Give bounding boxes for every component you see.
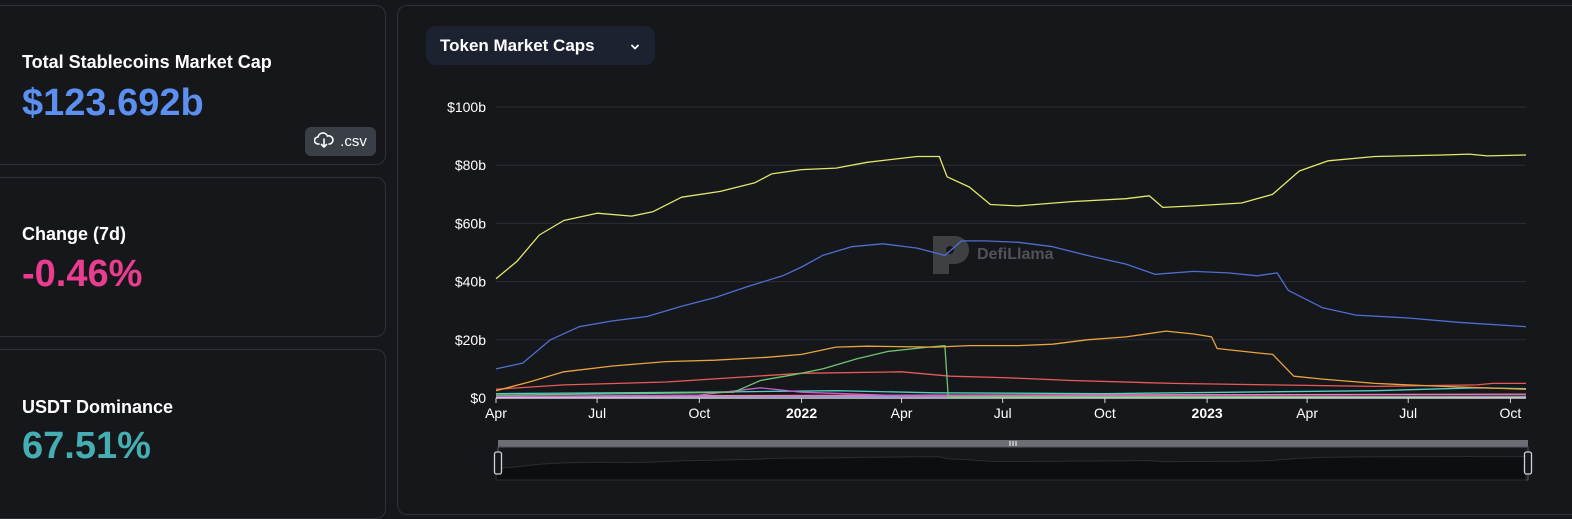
change-label: Change (7d)	[22, 224, 127, 244]
csv-download-button[interactable]: .csv	[305, 127, 376, 156]
dropdown-label: Token Market Caps	[440, 35, 595, 55]
chart-panel: Token Market Caps	[397, 5, 1572, 515]
token-market-caps-dropdown[interactable]: Token Market Caps	[426, 26, 655, 65]
dominance-value: 67.51%	[22, 425, 151, 467]
csv-button-label: .csv	[340, 133, 367, 150]
dominance-card	[0, 349, 386, 519]
dominance-label: USDT Dominance	[22, 397, 174, 417]
change-value: -0.46%	[22, 253, 143, 295]
market-cap-label: Total Stablecoins Market Cap	[22, 52, 272, 72]
market-cap-value: $123.692b	[22, 82, 204, 124]
cloud-download-icon	[313, 131, 334, 152]
chevron-down-icon	[629, 38, 641, 58]
change-card	[0, 177, 386, 337]
